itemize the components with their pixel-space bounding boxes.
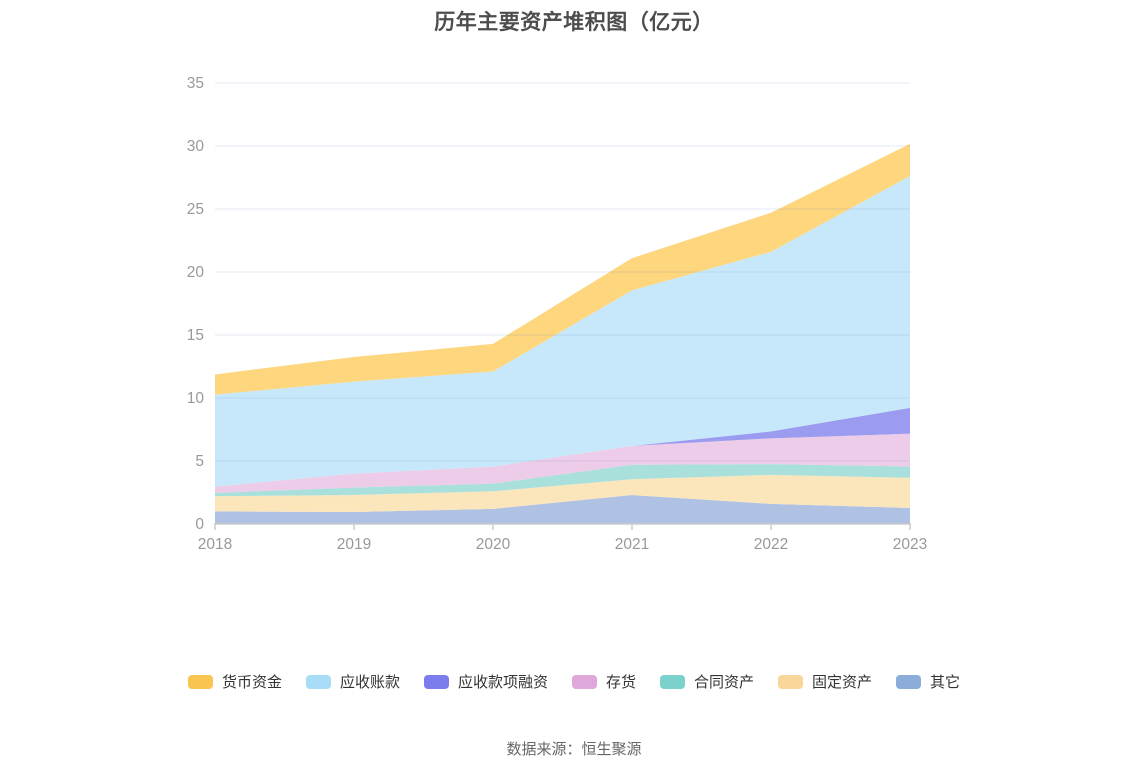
legend-swatch-icon — [660, 674, 685, 689]
x-axis-label-2023: 2023 — [893, 536, 927, 553]
y-axis-label-0: 0 — [195, 516, 204, 533]
legend-item-货币资金[interactable]: 货币资金 — [187, 671, 282, 692]
legend-item-存货[interactable]: 存货 — [571, 671, 636, 692]
legend-label: 固定资产 — [812, 674, 873, 691]
chart-title: 历年主要资产堆积图（亿元） — [434, 11, 714, 34]
x-axis-label-2019: 2019 — [337, 536, 371, 553]
legend-swatch-icon — [305, 674, 331, 689]
area-series-货币资金 — [215, 143, 910, 395]
y-axis-label-5: 5 — [195, 453, 204, 470]
legend-label: 存货 — [605, 674, 636, 691]
y-axis-label-10: 10 — [187, 390, 205, 407]
area-series-合同资产 — [215, 464, 910, 497]
legend-label: 合同资产 — [694, 674, 755, 691]
x-axis-label-2020: 2020 — [476, 536, 511, 553]
legend-swatch-icon — [423, 674, 449, 689]
data-source-text: 数据来源：恒生聚源 — [506, 741, 642, 758]
legend-item-其它[interactable]: 其它 — [896, 671, 960, 692]
area-series-其它 — [215, 495, 910, 524]
legend-label: 其它 — [930, 674, 961, 691]
legend-item-合同资产[interactable]: 合同资产 — [660, 671, 754, 692]
legend-swatch-icon — [571, 674, 597, 689]
legend-label: 应收款项融资 — [457, 674, 548, 691]
y-axis-label-20: 20 — [187, 264, 205, 281]
stacked-area-chart: 0 5 10 15 20 25 30 35 2018 2019 2020 2021 2022 2023 — [187, 75, 927, 553]
x-axis-label-2022: 2022 — [754, 536, 788, 553]
legend-label: 应收账款 — [339, 674, 400, 691]
legend-item-应收账款[interactable]: 应收账款 — [305, 671, 400, 692]
legend-item-固定资产[interactable]: 固定资产 — [778, 671, 872, 692]
legend-label: 货币资金 — [221, 674, 282, 691]
legend-swatch-icon — [187, 674, 213, 689]
legend-item-应收款项融资[interactable]: 应收款项融资 — [423, 671, 548, 692]
area-series-应收账款 — [215, 175, 910, 487]
y-axis-label-25: 25 — [187, 201, 204, 218]
chart-legend: 货币资金 应收账款 应收款项融资 存货 合同资产 固定资产 其它 — [0, 671, 1148, 692]
y-axis-label-15: 15 — [187, 327, 204, 344]
legend-swatch-icon — [896, 674, 922, 689]
x-axis-label-2021: 2021 — [615, 536, 649, 553]
legend-swatch-icon — [778, 674, 804, 689]
x-axis-label-2018: 2018 — [198, 536, 232, 553]
area-series-固定资产 — [215, 474, 910, 513]
area-series-存货 — [215, 433, 910, 493]
y-axis-label-30: 30 — [187, 138, 205, 155]
y-axis-label-35: 35 — [187, 75, 204, 92]
